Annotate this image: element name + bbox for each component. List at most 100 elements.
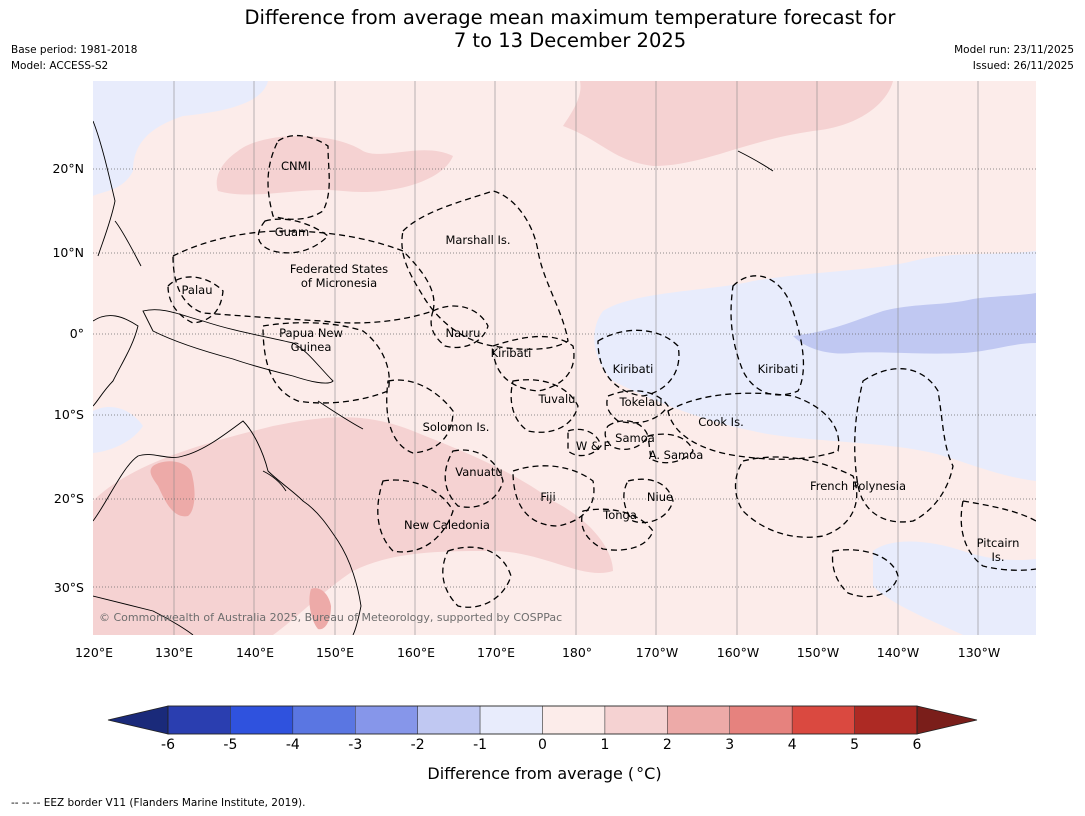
cb-tick: 2	[662, 737, 672, 753]
label-palau: Palau	[182, 283, 213, 297]
lat-label-0: 0°	[69, 326, 84, 341]
cb-tick: -6	[161, 737, 175, 753]
eez-fsm	[172, 230, 435, 324]
eez-niue	[623, 478, 674, 524]
label-png-line2: Guinea	[291, 340, 332, 354]
anomaly-cool-nw	[93, 81, 268, 196]
label-marshall: Marshall Is.	[445, 233, 510, 247]
indonesia-coast	[93, 315, 139, 407]
eez-french-polynesia	[734, 456, 858, 538]
label-tokelau: Tokelau	[619, 395, 663, 409]
label-kiribati-west: Kiribati	[491, 346, 532, 360]
lat-label-30s: 30°S	[53, 580, 84, 595]
anomaly-cool-core	[793, 293, 1036, 354]
colorbar-cell	[417, 705, 481, 735]
philippines-south	[114, 220, 142, 267]
eez-png	[262, 322, 390, 404]
issued-date: Issued: 26/11/2025	[972, 60, 1074, 72]
model-run: Model run: 23/11/2025	[954, 44, 1074, 56]
coastlines	[93, 120, 774, 635]
new-guinea-coast	[142, 309, 334, 384]
map-title: Difference from average mean maximum tem…	[0, 6, 1085, 52]
colorbar	[107, 705, 978, 735]
lon-label-180: 180°	[561, 645, 593, 660]
eez-nauru	[430, 305, 489, 349]
label-vanuatu: Vanuatu	[455, 465, 502, 479]
colorbar-cell	[230, 705, 294, 735]
cb-tick: 5	[850, 737, 860, 753]
cb-tick: 6	[912, 737, 922, 753]
colorbar-extend-high	[916, 705, 978, 735]
cb-tick: 0	[538, 737, 547, 753]
title-line-1: Difference from average mean maximum tem…	[244, 6, 896, 29]
new-caledonia-coast	[262, 470, 287, 492]
label-solomon: Solomon Is.	[423, 420, 490, 434]
meta-left: Base period: 1981-2018 Model: ACCESS-S2	[11, 42, 137, 74]
anomaly-warm-australia	[150, 461, 195, 517]
lon-label-170e: 170°E	[476, 645, 515, 660]
copyright-text: © Commonwealth of Australia 2025, Bureau…	[99, 611, 562, 624]
colorbar-cell	[791, 705, 855, 735]
label-niue: Niue	[647, 490, 673, 504]
eez-american-samoa	[647, 433, 694, 464]
solomon-coast	[317, 400, 364, 430]
lon-label-140e: 140°E	[235, 645, 274, 660]
australia-coast	[93, 420, 362, 635]
label-french-polynesia: French Polynesia	[810, 479, 906, 493]
cb-tick: -4	[285, 737, 300, 753]
base-period: Base period: 1981-2018	[11, 44, 138, 56]
eez-pitcairn	[960, 500, 1036, 571]
lon-label-130e: 130°E	[154, 645, 193, 660]
label-fsm-line1: Federated States	[290, 262, 388, 276]
colorbar-cell	[854, 705, 918, 735]
label-pitcairn-line2: Is.	[991, 550, 1004, 564]
lat-label-10s: 10°S	[53, 407, 84, 422]
anomaly-warm-south	[93, 417, 613, 635]
label-new-caledonia: New Caledonia	[404, 518, 490, 532]
anomaly-warm-tasman	[309, 588, 331, 630]
lon-label-150e: 150°E	[315, 645, 354, 660]
eez-samoa	[604, 420, 649, 450]
title-line-2: 7 to 13 December 2025	[453, 29, 687, 52]
label-kiribati-central: Kiribati	[613, 362, 654, 376]
eez-wallis-futuna	[567, 428, 602, 457]
eez-tokelau	[606, 390, 669, 424]
eez-footnote: -- -- -- EEZ border V11 (Flanders Marine…	[11, 797, 306, 809]
anomaly-cool-se	[873, 541, 1036, 635]
eez-palau	[167, 276, 224, 324]
label-tonga: Tonga	[602, 508, 637, 522]
label-pitcairn-line1: Pitcairn	[977, 536, 1020, 550]
label-cook: Cook Is.	[698, 415, 743, 429]
eez-cnmi	[267, 134, 330, 220]
colorbar-unit: °C	[636, 764, 656, 783]
cb-tick: -2	[410, 737, 425, 753]
lat-label-20s: 20°S	[53, 491, 84, 506]
label-png-line1: Papua New	[279, 326, 343, 340]
cb-tick: -3	[348, 737, 363, 753]
cb-tick: -1	[473, 737, 488, 753]
australia-south-coast	[93, 595, 194, 635]
label-kiribati-east: Kiribati	[758, 362, 799, 376]
label-tuvalu: Tuvalu	[538, 392, 576, 406]
map-panel: CNMI Guam Marshall Is. Federated States …	[93, 81, 1036, 635]
colorbar-extend-low	[107, 705, 169, 735]
lon-label-140w: 140°W	[876, 645, 920, 660]
colorbar-cell	[542, 705, 606, 735]
colorbar-cell	[292, 705, 356, 735]
colorbar-cell	[667, 705, 730, 735]
eez-kiribati-central	[597, 329, 680, 397]
label-american-samoa: A. Samoa	[649, 448, 704, 462]
lon-label-120e: 120°E	[74, 645, 113, 660]
model-name: Model: ACCESS-S2	[11, 60, 109, 72]
label-fsm-line2: of Micronesia	[301, 276, 377, 290]
meta-right: Model run: 23/11/2025 Issued: 26/11/2025	[954, 42, 1074, 74]
cb-tick: -5	[223, 737, 238, 753]
lon-label-160w: 160°W	[716, 645, 760, 660]
colorbar-title-text: Difference from average (	[427, 764, 635, 783]
meridians	[173, 81, 979, 635]
eez-borders	[167, 134, 1036, 608]
region-labels: CNMI Guam Marshall Is. Federated States …	[182, 159, 1020, 564]
eez-french-polynesia-east	[854, 368, 954, 523]
lat-label-20n: 20°N	[52, 161, 84, 176]
eez-solomon	[386, 379, 454, 454]
